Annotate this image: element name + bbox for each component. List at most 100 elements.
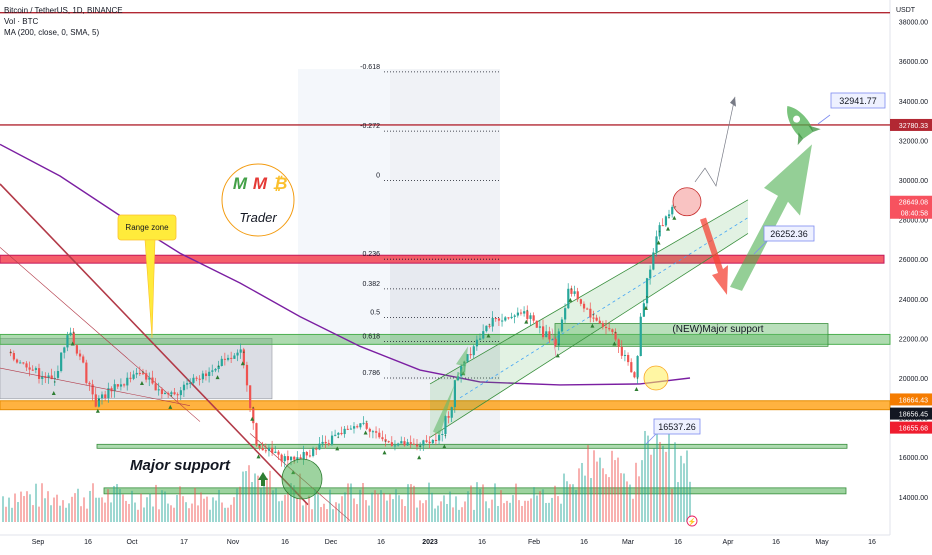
volume-bar [206, 496, 208, 522]
candle-body [444, 416, 447, 435]
price-point [242, 351, 245, 354]
time-tick-label: 16 [580, 539, 588, 546]
volume-bar [284, 494, 286, 522]
volume-bar [254, 473, 256, 522]
candle-body [519, 312, 523, 314]
candle-body [434, 439, 438, 441]
price-tick-label: 26000.00 [899, 257, 928, 264]
price-point [72, 331, 75, 334]
volume-bar [56, 494, 58, 522]
time-tick-label: 16 [478, 539, 486, 546]
new-major-support-label: (NEW)Major support [672, 324, 763, 335]
volume-bar [614, 460, 616, 522]
candle-body [94, 394, 97, 407]
volume-bar [680, 455, 682, 522]
candle-body [302, 452, 305, 460]
candle-body [38, 368, 41, 379]
candle-body [633, 372, 636, 378]
symbol-title[interactable]: Bitcoin / TetherUS, 1D, BINANCE [4, 6, 123, 15]
time-tick-label: May [815, 539, 829, 546]
candle-body [337, 432, 340, 435]
time-tick-label: 16 [281, 539, 289, 546]
volume-bar [209, 509, 211, 522]
volume-bar [8, 497, 10, 522]
candle-body [148, 377, 151, 380]
volume-bar [74, 493, 76, 522]
candle-body [324, 441, 327, 444]
volume-bar [257, 475, 259, 522]
volume-bar [140, 493, 142, 522]
candle-body [589, 308, 592, 318]
rocket-fin-left [797, 132, 804, 146]
candle-body [636, 356, 639, 378]
channel-upper [429, 199, 749, 385]
candle-body [592, 317, 595, 319]
candle-body [164, 392, 167, 395]
signal-triangle [442, 444, 447, 449]
candle-body [223, 358, 227, 360]
candle-body [469, 354, 472, 356]
top-circle [672, 187, 702, 217]
volume-bar [269, 470, 271, 522]
candle-body [31, 369, 34, 371]
candle-body [551, 338, 554, 340]
time-tick-label: 2023 [422, 539, 438, 546]
price-tick-label: 34000.00 [899, 99, 928, 106]
news-marker-icon [686, 515, 698, 527]
volume-bar [104, 502, 106, 522]
volume-bar [200, 492, 202, 522]
volume-bar [230, 504, 232, 522]
volume-indicator-label[interactable]: Vol · BTC [4, 17, 39, 26]
rising-channel-fill [430, 199, 748, 438]
volume-bar [572, 484, 574, 522]
volume-bar [65, 507, 67, 522]
volume-bar [170, 505, 172, 522]
candle-body [85, 362, 88, 383]
pink-arrow [551, 328, 557, 357]
signal-triangle [70, 341, 75, 346]
volume-bar [98, 497, 100, 522]
candle-body [576, 291, 579, 300]
candle-body [614, 332, 617, 340]
volume-bar [185, 502, 187, 522]
volume-bar [38, 506, 40, 522]
candle-body [138, 372, 141, 374]
time-tick-label: 16 [674, 539, 682, 546]
volume-bar [347, 483, 349, 522]
volume-bar [554, 485, 556, 522]
candle-body [560, 319, 564, 332]
candle-body [378, 432, 381, 438]
volume-bar [587, 445, 589, 522]
volume-bar [662, 445, 664, 522]
volume-bar [668, 433, 670, 522]
candle-body [179, 390, 182, 396]
time-tick-label: 16 [84, 539, 92, 546]
candle-body [627, 354, 630, 363]
candle-body [542, 326, 545, 338]
volume-bar [62, 500, 64, 522]
volume-bar [239, 486, 241, 522]
moving-average-label[interactable]: MA (200, close, 0, SMA, 5) [4, 28, 100, 37]
candle-body [359, 423, 362, 428]
price-point [570, 288, 573, 290]
volume-bar [368, 505, 370, 522]
fib-mid-shade [390, 259, 500, 380]
candle-body [362, 422, 365, 424]
volume-bar [59, 505, 61, 522]
callout-26252-box [763, 225, 815, 242]
price-point [614, 331, 617, 334]
green-arrow-small [433, 346, 468, 436]
volume-bar [218, 489, 220, 522]
candle-body [346, 428, 349, 430]
volume-bar [155, 484, 157, 522]
volume-bars [2, 430, 691, 522]
candle-body [75, 345, 78, 354]
candle-body [91, 384, 94, 395]
volume-bar [677, 482, 679, 522]
price-label-text: 18655.68 [899, 426, 928, 433]
volume-bar [500, 490, 502, 522]
candle-body [56, 370, 60, 378]
candle-body [321, 441, 324, 444]
candle-body [119, 384, 123, 387]
